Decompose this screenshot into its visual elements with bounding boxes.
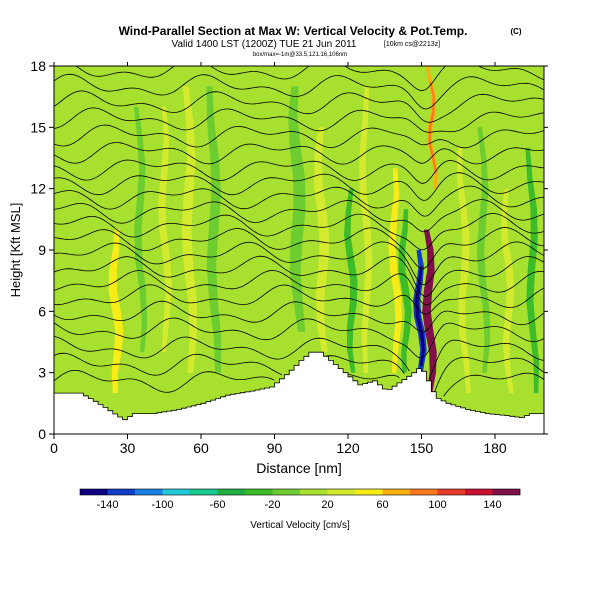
velocity-bands [74,66,540,394]
chart-subtitle: Valid 1400 LST (1200Z) TUE 21 Jun 2011 [172,39,357,50]
colorbar-tick-label: 140 [483,499,501,511]
x-tick-label: 150 [410,440,434,456]
colorbar-swatch [162,489,191,495]
updraft-band [270,106,285,332]
isentrope-line [54,352,544,394]
downdraft-band [525,147,540,394]
isentrope-line [54,241,544,286]
colorbar-swatch [382,489,411,495]
plot-area [54,66,544,434]
isentrope-line [54,336,544,380]
colorbar-swatch [80,489,108,495]
colorbar-tick-label: -20 [265,499,281,511]
colorbar-tick-label: 20 [321,499,333,511]
x-tick-label: 90 [267,440,283,456]
chart-subtitle2: box/max=-1m@33.5,121.16,106nm [253,52,347,58]
x-axis-label: Distance [nm] [256,460,342,476]
colorbar-swatch [217,489,246,495]
y-axis-label: Height [Kft MSL] [8,203,23,298]
isentrope-line [54,90,544,123]
y-axis: 0 3 6 9 12 15 18 [30,58,548,442]
colorbar-swatch [135,489,163,495]
chart-title: Wind-Parallel Section at Max W: Vertical… [119,24,468,38]
isentrope-line [54,270,544,306]
downdraft-core [414,266,425,367]
updraft-band [501,188,515,394]
isentrope-line [54,185,544,217]
isentrope-line [54,124,544,149]
downdraft-band [133,106,148,353]
isentrope-line [54,255,544,297]
colorbar-swatch [355,489,383,495]
x-tick-label: 180 [483,440,507,456]
colorbar: -140 -100 -60 -20 20 60 100 140 [79,488,521,511]
updraft-core [424,250,435,373]
updraft-band [158,106,172,353]
updraft-band [108,229,124,394]
terrain [54,351,544,434]
isentrope-line [54,172,544,201]
isentropes [54,66,544,397]
isentrope-line [54,199,544,233]
chart-title-mark: (C) [510,27,521,36]
y-tick-label: 0 [38,426,46,442]
isentrope-line [54,159,544,184]
isentrope-line [54,212,544,251]
isentrope-line [54,317,544,359]
isentrope-line [54,370,544,397]
updraft-band [425,66,438,189]
y-tick-label: 9 [38,242,46,258]
isentrope-line [54,284,544,315]
colorbar-swatch [492,489,521,495]
y-tick-label: 15 [30,119,46,135]
colorbar-swatch [327,489,356,495]
x-tick-label: 120 [336,440,360,456]
x-axis: 0 30 60 90 120 150 180 [50,62,507,456]
isentrope-line [54,107,544,133]
y-tick-label: 6 [38,303,46,319]
isentrope-line [54,300,544,333]
x-tick-label: 0 [50,440,58,456]
chart-subtitle-right: [10km cs@2213z] [384,41,440,48]
colorbar-swatch [245,489,273,495]
updraft-band [74,86,88,373]
colorbar-label: Vertical Velocity [cm/s] [250,520,350,531]
x-tick-label: 60 [193,440,209,456]
isentrope-line [75,66,544,92]
downdraft-band [344,188,358,373]
updraft-band [359,86,373,373]
y-tick-label: 12 [30,181,46,197]
colorbar-tick-label: 100 [428,499,446,511]
y-tick-label: 18 [30,58,46,74]
colorbar-swatch [437,489,466,495]
updraft-band [388,168,402,373]
isentrope-line [54,73,544,110]
colorbar-swatch [107,489,136,495]
colorbar-swatch [410,489,438,495]
isentrope-line [54,227,544,269]
y-tick-label: 3 [38,365,46,381]
colorbar-swatch [272,489,301,495]
isentrope-line [54,142,544,165]
downdraft-band [206,86,222,373]
updraft-core [428,81,437,174]
colorbar-frame [79,488,521,496]
colorbar-swatch [300,489,328,495]
downdraft-band [398,209,412,373]
updraft-band [226,147,241,353]
colorbar-tick-label: -60 [210,499,226,511]
colorbar-tick-label: 60 [376,499,388,511]
colorbar-swatch [465,489,493,495]
colorbar-tick-label: -140 [96,499,118,511]
colorbar-tick-label: -100 [151,499,173,511]
x-tick-label: 30 [120,440,136,456]
colorbar-swatch [190,489,218,495]
updraft-band [313,127,330,353]
